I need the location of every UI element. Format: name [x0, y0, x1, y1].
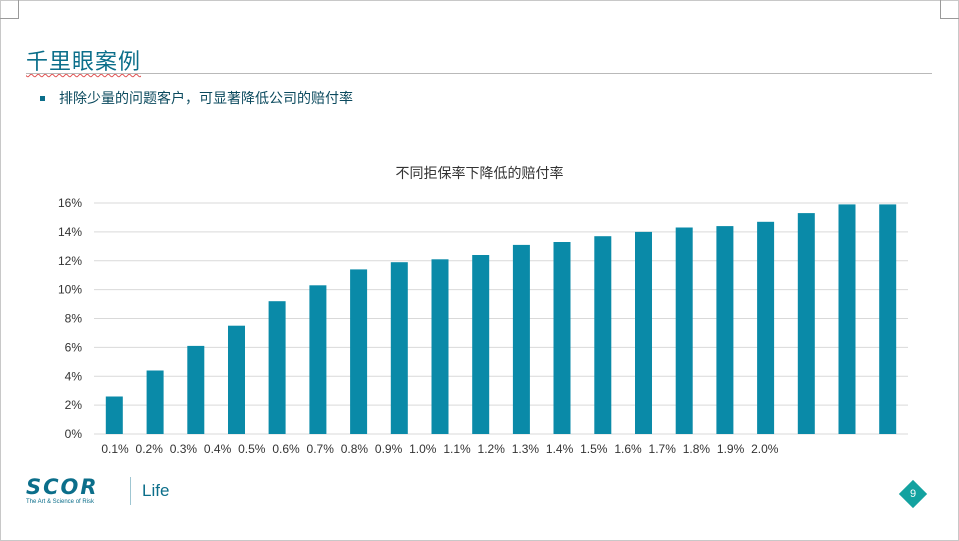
y-tick-label: 16%: [58, 196, 82, 210]
logo-product: Life: [142, 481, 170, 500]
x-tick-label: 0.9%: [375, 442, 403, 456]
bar-1.2%: [553, 242, 571, 434]
x-tick-label: 1.8%: [683, 442, 711, 456]
chart-gridlines: [94, 202, 908, 435]
scor-logo: SCOR The Art & Science of Risk: [26, 476, 99, 505]
x-tick-label: 1.6%: [614, 442, 642, 456]
bar-0.4%: [228, 325, 245, 434]
bar-1.9%: [838, 204, 856, 434]
bar-0.2%: [146, 370, 164, 434]
bar-1.8%: [797, 213, 815, 434]
page-number-badge: 9: [898, 479, 928, 509]
bar-0.6%: [309, 285, 327, 434]
y-tick-label: 2%: [65, 398, 83, 412]
x-tick-label: 0.1%: [101, 442, 129, 456]
bar-0.7%: [350, 269, 368, 434]
logo-tagline: The Art & Science of Risk: [26, 499, 95, 505]
y-tick-label: 6%: [65, 340, 83, 354]
x-tick-label: 1.2%: [478, 442, 506, 456]
x-axis-ticks: 0.1% 0.2% 0.3% 0.4% 0.5% 0.6% 0.7% 0.8% 0.9% 1.0%…: [101, 442, 778, 456]
y-tick-label: 8%: [65, 312, 83, 326]
x-tick-label: 1.3%: [512, 442, 540, 456]
x-tick-label: 1.9%: [717, 442, 745, 456]
x-tick-label: 1.4%: [546, 442, 574, 456]
bar-2.0%: [879, 204, 897, 434]
chart-title: 不同拒保率下降低的赔付率: [395, 166, 564, 182]
bar-0.5%: [268, 301, 286, 434]
x-tick-label: 2.0%: [751, 442, 779, 456]
x-tick-label: 1.0%: [409, 442, 437, 456]
page-title: 千里眼案例: [26, 50, 142, 75]
y-axis-ticks: 0% 2% 4% 6% 8% 10% 12% 14% 16%: [58, 196, 82, 441]
x-tick-label: 0.2%: [136, 442, 164, 456]
bar-0.3%: [187, 345, 205, 434]
bullet-square-icon: [40, 95, 45, 101]
bar-1.0%: [472, 255, 490, 434]
bar-0.9%: [431, 259, 449, 434]
corner-mark-top-left: [0, 0, 19, 19]
bar-1.1%: [512, 244, 530, 434]
bullet-text: 排除少量的问题客户，可显著降低公司的赔付率: [59, 91, 353, 107]
x-tick-label: 0.3%: [170, 442, 198, 456]
chart-bars: [105, 204, 897, 434]
x-tick-label: 1.7%: [649, 442, 677, 456]
x-tick-label: 0.8%: [341, 442, 369, 456]
corner-mark-top-right: [940, 0, 959, 19]
y-tick-label: 4%: [65, 369, 83, 383]
bar-1.3%: [594, 236, 612, 434]
x-tick-label: 0.5%: [238, 442, 266, 456]
x-tick-label: 1.5%: [580, 442, 608, 456]
x-tick-label: 1.1%: [443, 442, 471, 456]
title-divider: [26, 73, 932, 74]
x-tick-label: 0.6%: [272, 442, 300, 456]
bar-1.6%: [716, 226, 734, 434]
y-tick-label: 14%: [58, 225, 82, 239]
logo-brand: SCOR: [26, 475, 99, 499]
bar-0.8%: [390, 262, 408, 434]
bullet-item: 排除少量的问题客户，可显著降低公司的赔付率: [40, 88, 353, 108]
x-tick-label: 0.7%: [307, 442, 335, 456]
bar-0.1%: [105, 396, 123, 434]
y-tick-label: 10%: [58, 283, 82, 297]
bar-1.7%: [757, 221, 775, 434]
y-tick-label: 0%: [65, 427, 83, 441]
bar-1.5%: [675, 227, 693, 434]
bar-1.4%: [635, 231, 652, 434]
logo-divider: [130, 477, 131, 505]
x-tick-label: 0.4%: [204, 442, 232, 456]
page-number: 9: [909, 488, 917, 500]
y-tick-label: 12%: [58, 254, 82, 268]
